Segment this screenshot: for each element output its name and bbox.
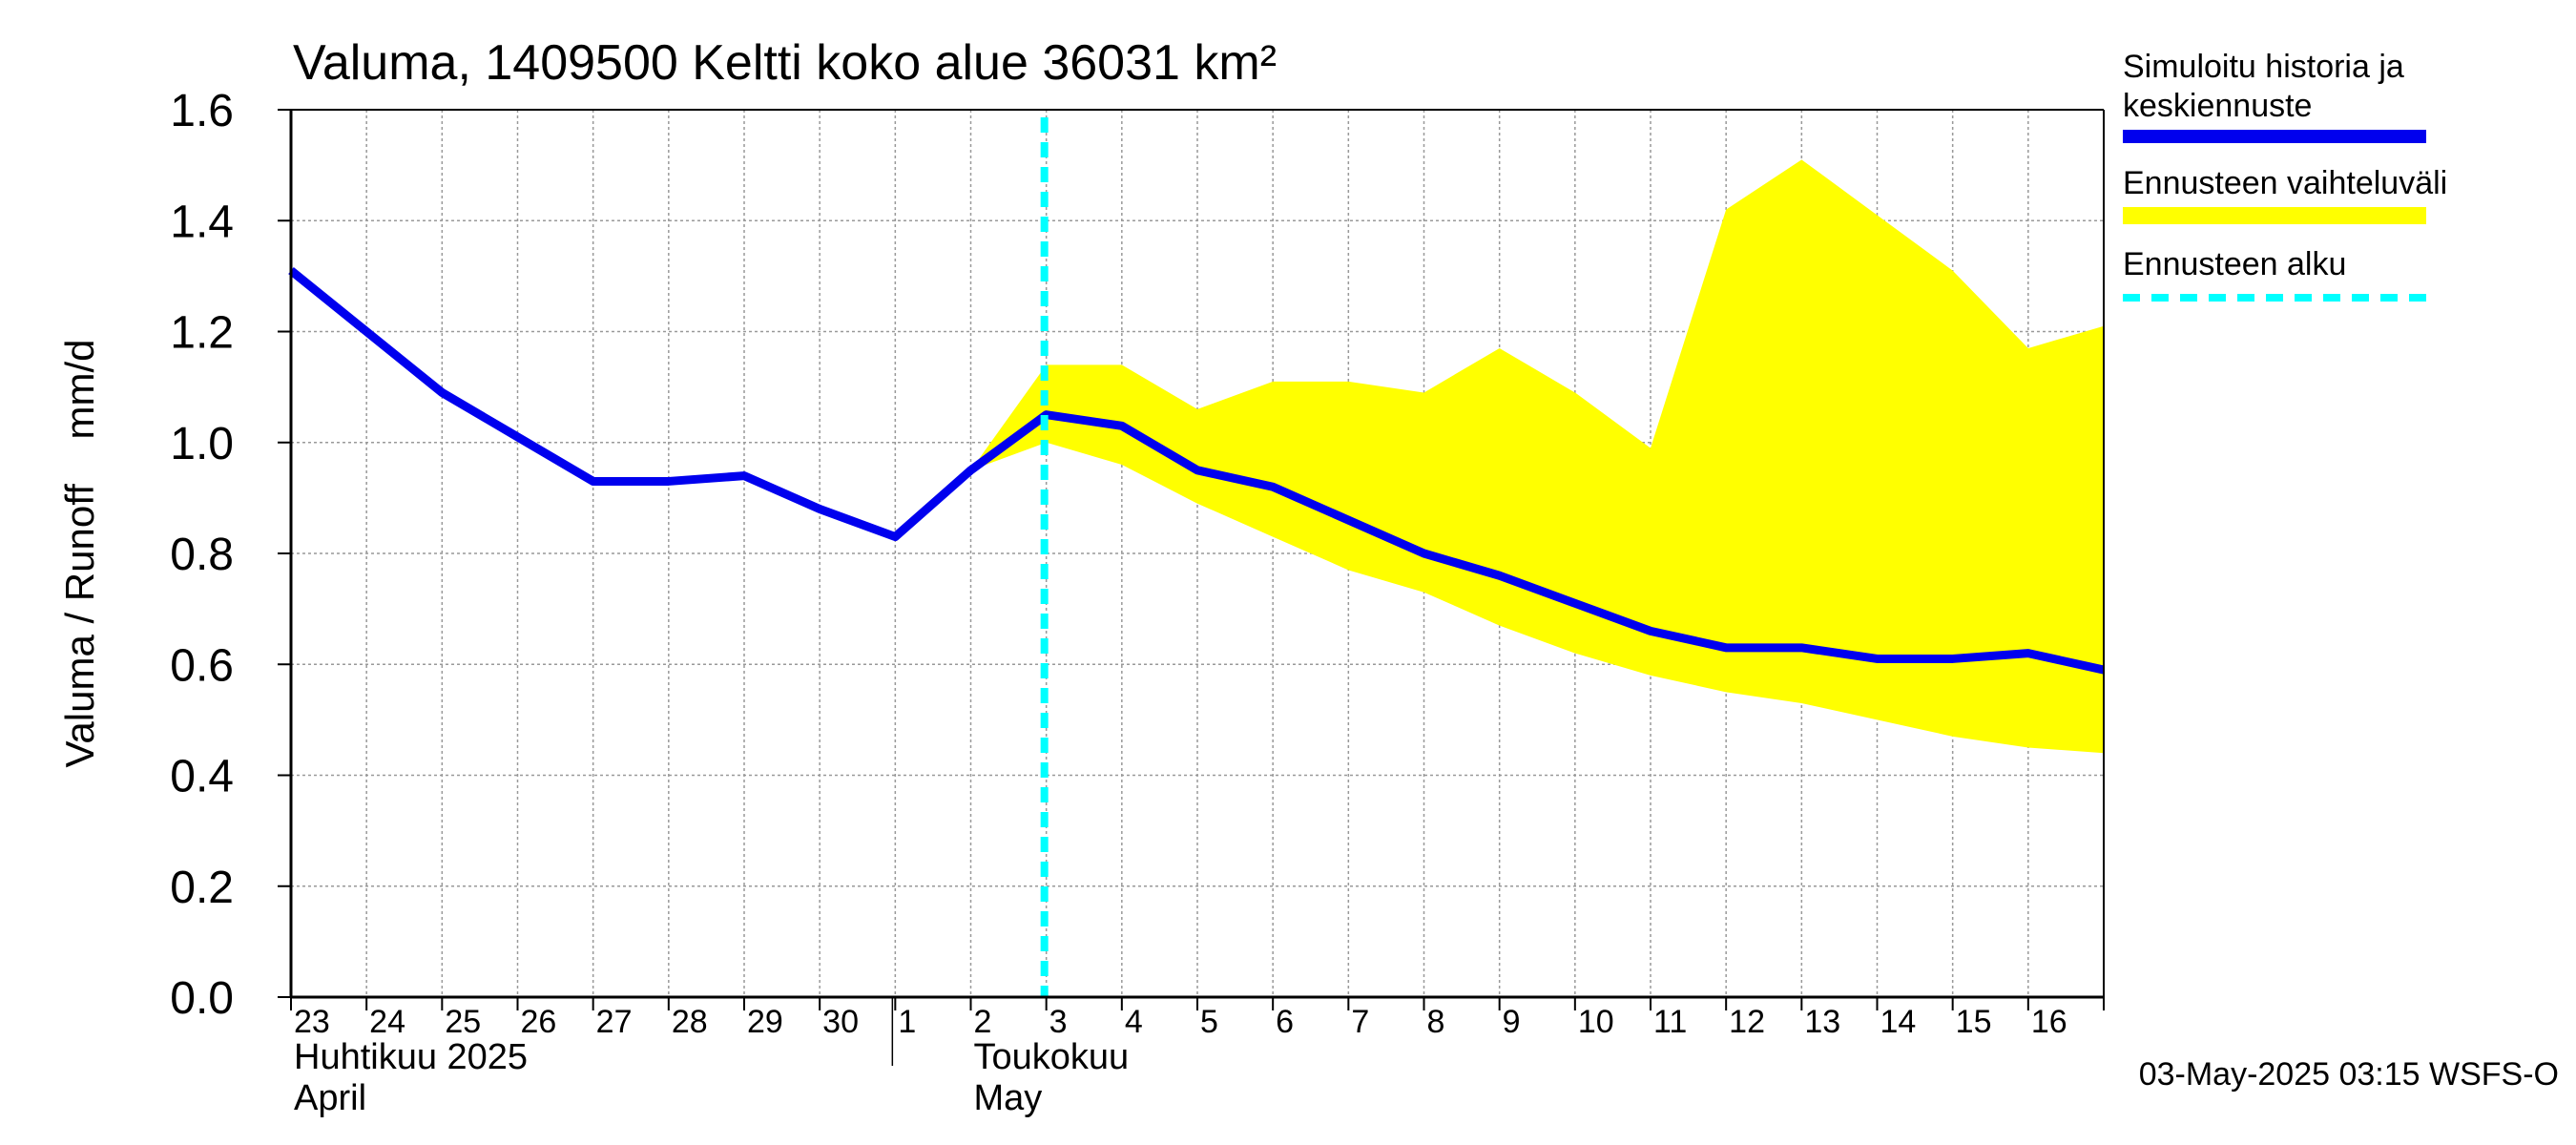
x-tick-label: 27 <box>596 1004 633 1040</box>
data-point <box>1272 486 1274 488</box>
y-tick-label: 1.6 <box>170 86 234 136</box>
month-label-en: April <box>294 1078 366 1118</box>
y-tick-label: 1.2 <box>170 308 234 359</box>
x-tick-label: 2 <box>974 1004 992 1040</box>
y-axis-label: Valuma / Runoff mm/d <box>57 340 102 768</box>
data-point <box>1121 425 1123 427</box>
data-point <box>1499 574 1501 576</box>
data-point <box>2027 653 2029 655</box>
x-tick-label: 25 <box>445 1004 481 1040</box>
legend-series-swatch <box>2123 130 2426 143</box>
legend-band-label: Ennusteen vaihteluväli <box>2123 165 2448 201</box>
data-point <box>1725 647 1727 649</box>
x-tick-label: 11 <box>1653 1004 1687 1040</box>
data-point <box>743 475 745 477</box>
x-tick-label: 30 <box>822 1004 859 1040</box>
y-tick-label: 0.4 <box>170 752 234 802</box>
x-tick-label: 5 <box>1200 1004 1218 1040</box>
x-tick-label: 9 <box>1503 1004 1521 1040</box>
x-tick-label: 3 <box>1049 1004 1068 1040</box>
data-point <box>894 536 896 538</box>
legend-forecast-label: Ennusteen alku <box>2123 246 2347 282</box>
data-point <box>1196 469 1198 471</box>
y-tick-label: 1.0 <box>170 419 234 469</box>
x-tick-label: 29 <box>747 1004 783 1040</box>
data-point <box>1800 647 1802 649</box>
legend-item-forecast: Ennusteen alku <box>2123 245 2562 302</box>
x-tick-label: 14 <box>1880 1004 1917 1040</box>
data-point <box>1046 414 1048 416</box>
x-tick-label: 28 <box>672 1004 708 1040</box>
simulated-runoff-series <box>288 267 2105 675</box>
x-tick-label: 10 <box>1578 1004 1614 1040</box>
x-tick-label: 24 <box>369 1004 405 1040</box>
data-point <box>1952 657 1954 659</box>
data-point <box>1574 602 1576 604</box>
legend-series-label: Simuloitu historia ja keskiennuste <box>2123 49 2404 124</box>
legend-item-band: Ennusteen vaihteluväli <box>2123 164 2562 224</box>
x-tick-label: 23 <box>294 1004 330 1040</box>
data-point <box>517 436 518 438</box>
y-tick-label: 0.8 <box>170 530 234 580</box>
x-tick-label: 26 <box>521 1004 557 1040</box>
data-point <box>365 331 367 332</box>
chart-title: Valuma, 1409500 Keltti koko alue 36031 k… <box>293 35 1277 91</box>
legend-forecast-swatch <box>2123 294 2426 302</box>
data-point <box>1650 630 1652 632</box>
timestamp-footer: 03-May-2025 03:15 WSFS-O <box>2138 1056 2559 1093</box>
month-label-fi: Toukokuu <box>974 1037 1130 1077</box>
forecast-range-area <box>970 159 2104 754</box>
x-tick-label: 16 <box>2031 1004 2067 1040</box>
x-tick-label: 7 <box>1351 1004 1369 1040</box>
data-point <box>1347 519 1349 521</box>
data-point <box>1423 552 1424 554</box>
data-point <box>970 469 971 471</box>
x-tick-label: 1 <box>898 1004 916 1040</box>
x-tick-labels: 23 24 25 26 27 28 29 30 1 2 3 4 5 6 7 8 9 10 11 12 13 14 15 16 <box>294 1004 2067 1040</box>
axes <box>278 109 2105 1010</box>
data-point <box>668 480 670 482</box>
data-point <box>819 509 821 510</box>
data-point <box>592 480 594 482</box>
y-tick-labels: 0.0 0.2 0.4 0.6 0.8 1.0 1.2 1.4 1.6 <box>170 86 234 1024</box>
y-tick-label: 0.2 <box>170 863 234 913</box>
legend: Simuloitu historia ja keskiennuste Ennus… <box>2123 48 2562 323</box>
forecast-range-band <box>970 159 2104 754</box>
y-tick-label: 0.0 <box>170 973 234 1024</box>
y-tick-label: 1.4 <box>170 197 234 247</box>
x-tick-label: 15 <box>1956 1004 1992 1040</box>
x-tick-label: 13 <box>1804 1004 1840 1040</box>
x-tick-label: 8 <box>1427 1004 1445 1040</box>
x-tick-label: 6 <box>1276 1004 1294 1040</box>
month-label-fi: Huhtikuu 2025 <box>294 1037 528 1077</box>
month-label-en: May <box>974 1078 1043 1118</box>
data-point <box>1877 657 1878 659</box>
data-point <box>441 391 443 393</box>
x-tick-label: 4 <box>1125 1004 1143 1040</box>
x-tick-label: 12 <box>1729 1004 1765 1040</box>
legend-item-series: Simuloitu historia ja keskiennuste <box>2123 48 2562 143</box>
legend-band-swatch <box>2123 207 2426 224</box>
y-tick-label: 0.6 <box>170 640 234 691</box>
